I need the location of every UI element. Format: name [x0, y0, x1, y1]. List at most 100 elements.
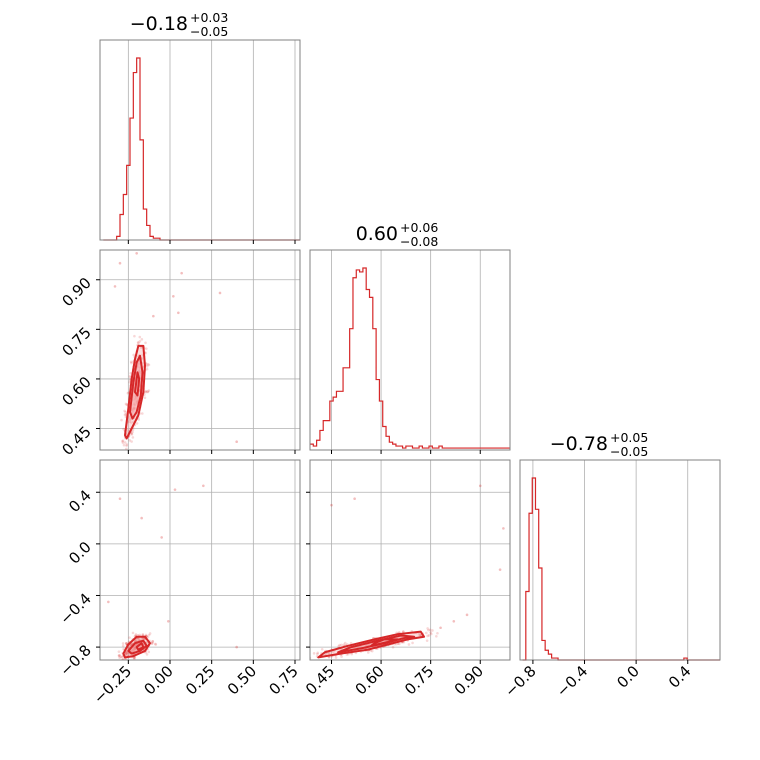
sample-point	[128, 418, 132, 422]
sample-point	[128, 439, 132, 442]
sample-point	[130, 440, 133, 443]
title-plus-1: +0.06	[400, 220, 438, 235]
sample-point	[129, 371, 133, 375]
sample-point	[343, 641, 347, 645]
sample-point	[340, 643, 343, 647]
sample-point	[134, 633, 138, 636]
outlier-point-0	[353, 497, 356, 501]
title-0: −0.18	[130, 13, 188, 35]
sample-point	[125, 444, 128, 447]
sample-point	[137, 418, 141, 421]
outlier-point-2	[180, 271, 183, 275]
sample-point	[145, 347, 148, 350]
sample-point	[130, 432, 133, 435]
density-panel-0-1-ytick-label-2: 0.75	[58, 323, 94, 359]
sample-point	[429, 632, 433, 636]
sample-point	[340, 655, 343, 658]
outlier-point-1	[118, 497, 122, 501]
density-panel-0-2-xtick-label-2: 0.25	[182, 662, 218, 698]
density-panel-1-2-xtick-label-2: 0.75	[401, 662, 437, 698]
density-panel-1-2-frame	[309, 459, 511, 661]
sample-point	[124, 402, 128, 406]
outlier-point-0	[118, 261, 122, 265]
sample-point	[150, 642, 154, 646]
sample-point	[131, 436, 135, 439]
sample-point	[153, 642, 157, 646]
sample-point	[117, 654, 121, 657]
outlier-point-3	[172, 294, 175, 298]
density-panel-0-1-frame	[99, 249, 301, 451]
sample-point	[129, 421, 133, 424]
hist-panel-0-frame	[99, 39, 301, 241]
sample-point	[117, 650, 121, 653]
sample-point	[138, 340, 142, 343]
sample-point	[148, 632, 152, 635]
title-minus-1: −0.08	[400, 234, 438, 249]
sample-point	[147, 633, 151, 637]
sample-point	[143, 396, 147, 399]
density-panel-0-2-ytick-label-2: 0.0	[65, 538, 95, 568]
density-panel-1-2-xtick-label-1: 0.60	[352, 662, 388, 698]
sample-point	[122, 427, 125, 431]
sample-point	[124, 651, 128, 655]
outlier-point-5	[235, 440, 238, 444]
sample-point	[327, 651, 331, 655]
sample-point	[411, 641, 414, 645]
sample-point	[128, 375, 132, 378]
sample-point	[139, 346, 143, 350]
sample-point	[146, 362, 150, 366]
sample-point	[391, 645, 395, 649]
sample-point	[426, 634, 429, 638]
outlier-point-4	[202, 484, 205, 488]
density-panel-0-1-ytick-label-1: 0.60	[58, 373, 94, 409]
outlier-point-3	[140, 516, 143, 520]
sample-point	[131, 430, 134, 434]
density-panel-0-2: −0.25 0.00 0.25 0.50 0.75 −0.8 −0.4 0.0 0.4	[56, 459, 302, 707]
sample-point	[141, 632, 145, 636]
title-1: 0.60	[356, 223, 398, 245]
sample-point	[132, 353, 135, 357]
contour-level-2	[370, 638, 399, 647]
sample-point	[417, 633, 421, 636]
sample-point	[135, 422, 139, 425]
sample-point	[128, 636, 131, 639]
sample-point	[151, 640, 155, 643]
hist-panel-1-step-line	[310, 267, 510, 449]
density-panel-1-2-bg	[310, 460, 510, 660]
sample-point	[138, 633, 142, 637]
hist-panel-2-xtick-label-3: 0.4	[665, 662, 695, 692]
sample-point	[125, 403, 129, 406]
density-panel-0-2-frame	[99, 459, 301, 661]
outlier-point-1	[478, 484, 482, 488]
sample-point	[118, 656, 121, 660]
sample-point	[126, 391, 130, 395]
sample-point	[146, 390, 150, 394]
sample-point	[140, 637, 144, 640]
sample-point	[147, 389, 151, 392]
sample-point	[125, 641, 128, 645]
outlier-point-4	[218, 291, 222, 295]
density-panel-1-2: 0.45 0.60 0.75 0.90	[302, 459, 511, 698]
hist-panel-2-bg	[520, 460, 720, 660]
sample-point	[316, 652, 319, 656]
sample-point	[125, 652, 129, 655]
hist-panel-2-frame	[519, 459, 721, 661]
density-panel-0-2-xtick-label-3: 0.50	[224, 662, 260, 698]
sample-point	[431, 629, 434, 632]
hist-panel-1-frame	[309, 249, 511, 451]
density-panel-0-2-content	[107, 484, 238, 660]
sample-point	[435, 635, 438, 638]
outlier-point-5	[498, 568, 502, 571]
sample-point	[419, 633, 422, 637]
sample-point	[144, 390, 148, 394]
sample-point	[398, 642, 401, 646]
outlier-point-1	[135, 252, 138, 255]
density-panel-0-2-ytick-label-3: 0.4	[65, 486, 95, 516]
sample-point	[145, 653, 149, 656]
density-panel-0-1-content	[113, 252, 238, 450]
sample-point	[125, 443, 129, 446]
sample-point	[370, 649, 374, 653]
sample-point	[426, 627, 429, 630]
sample-point	[320, 647, 324, 651]
